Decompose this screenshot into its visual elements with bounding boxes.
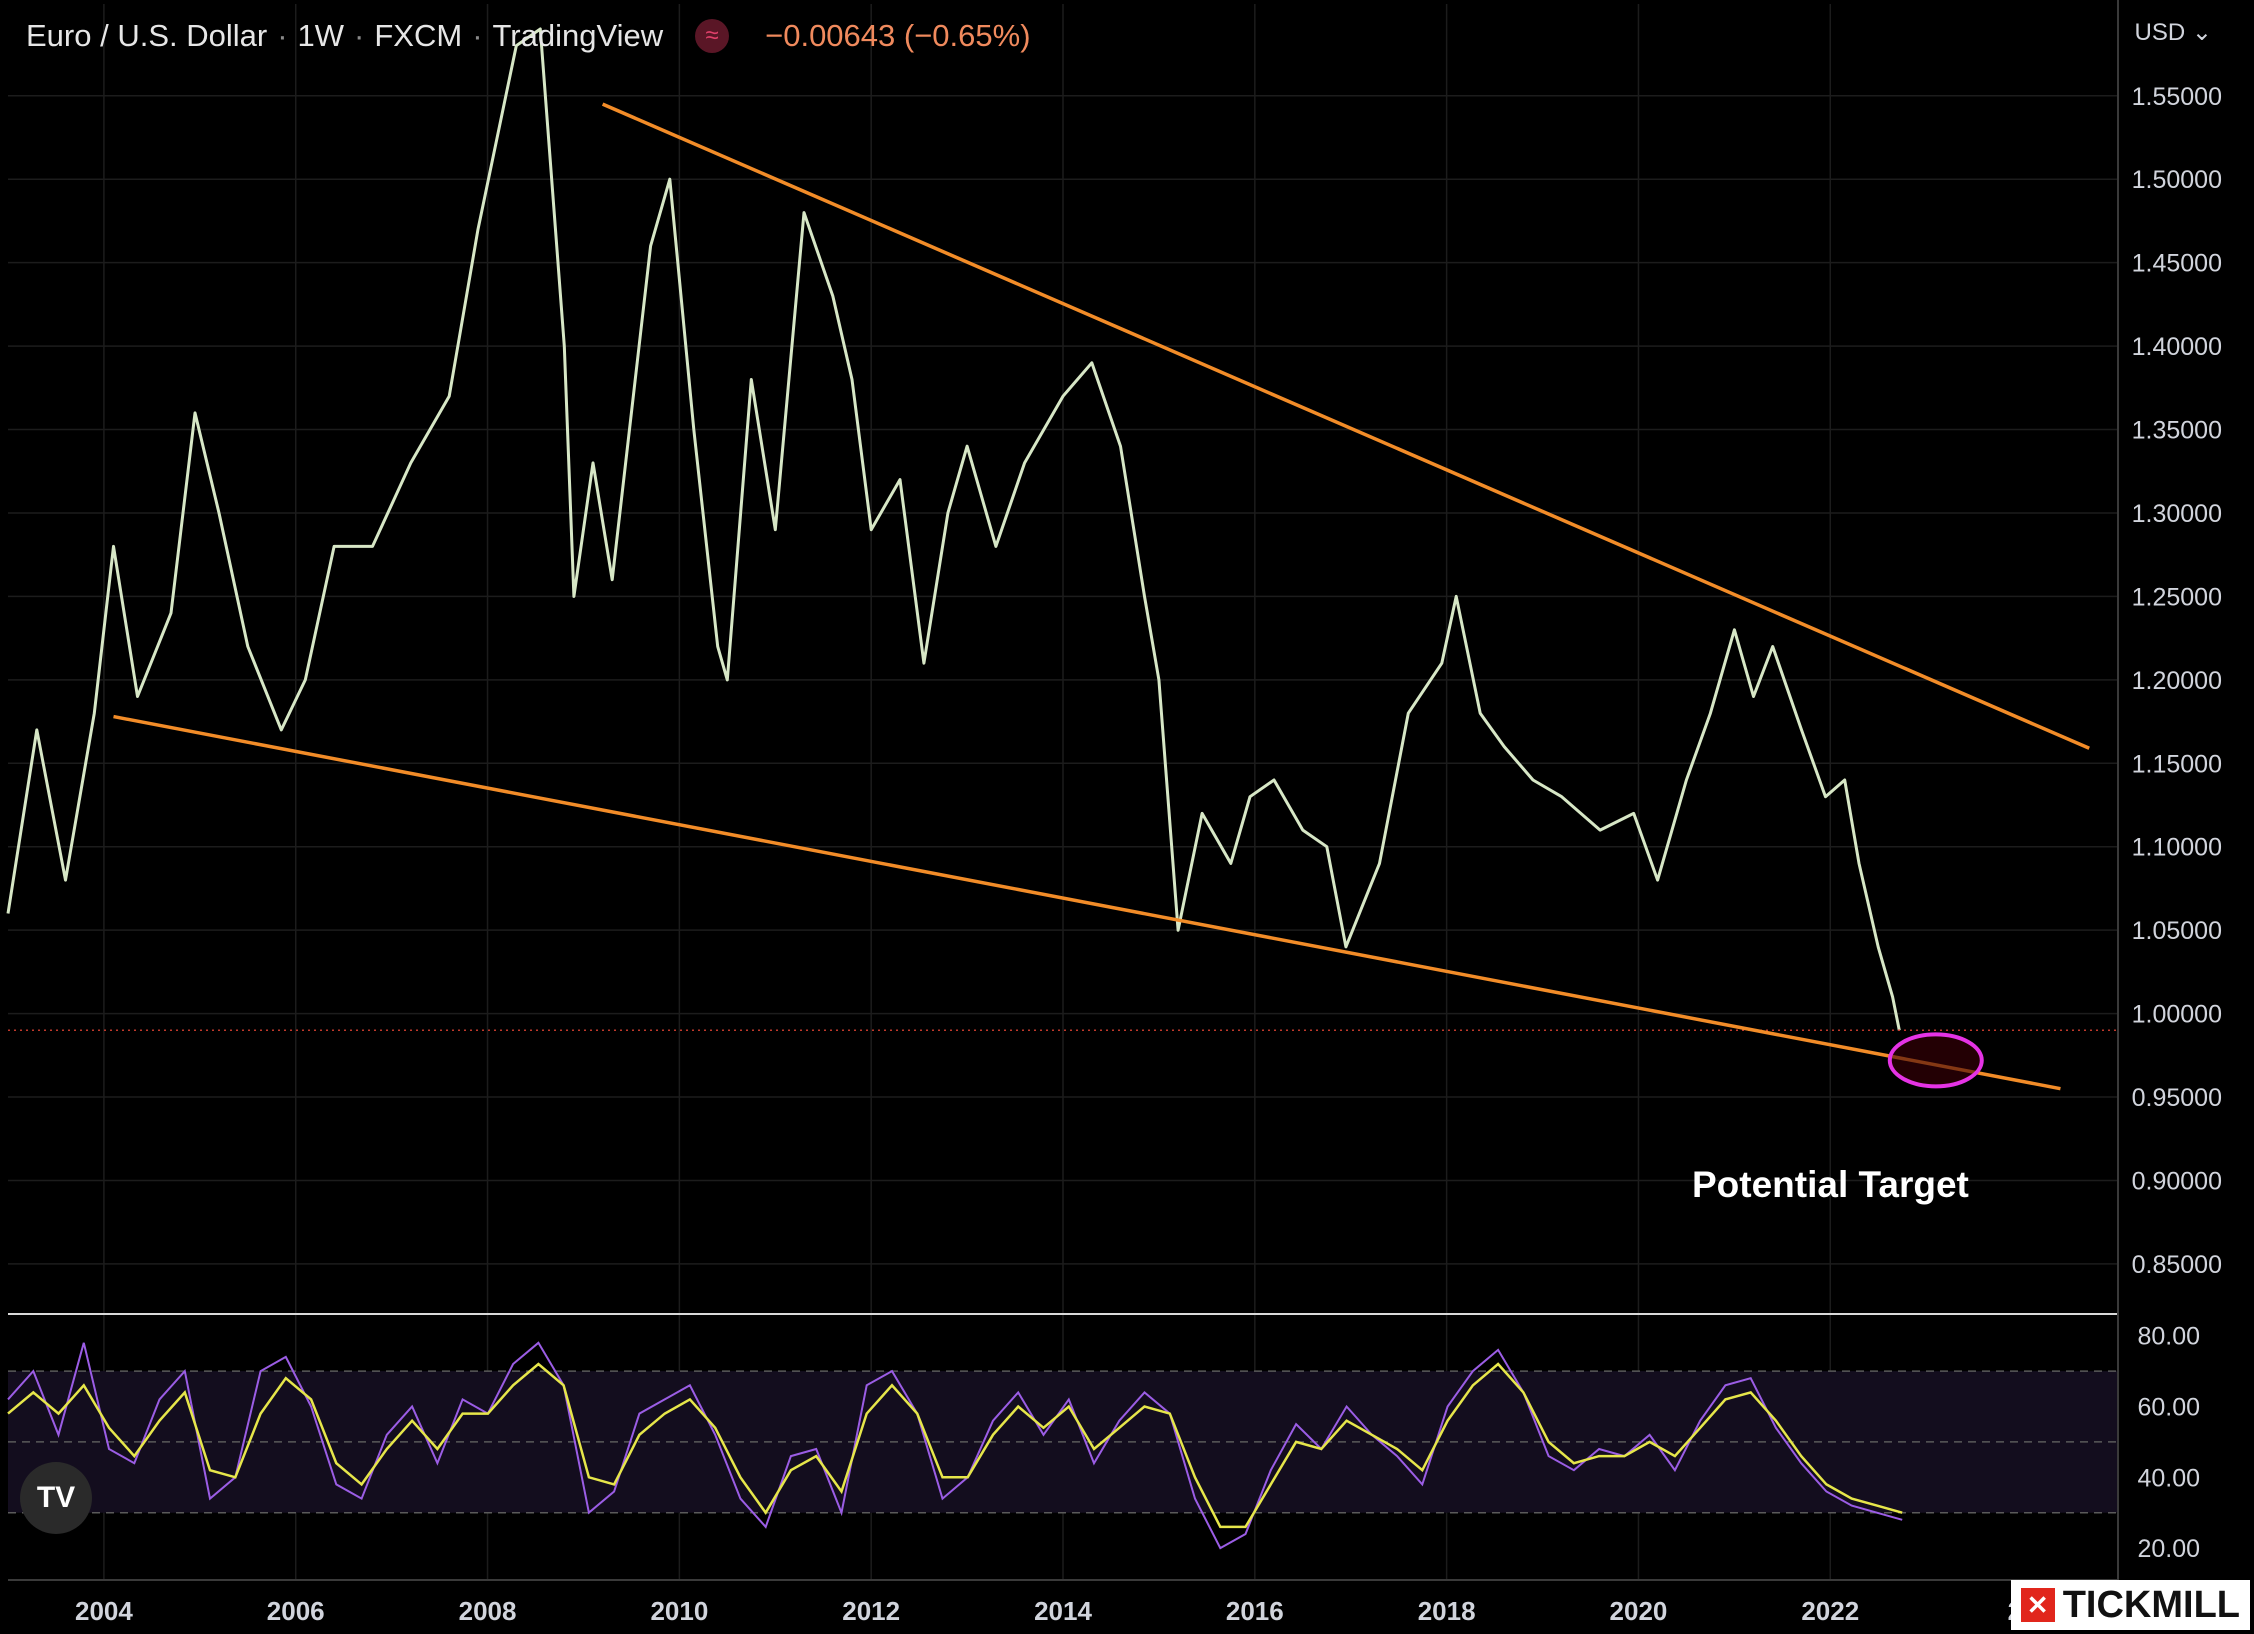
time-tick-label: 2022	[1801, 1596, 1859, 1626]
price-tick-label: 1.35000	[2132, 417, 2222, 445]
rsi_ma-line	[7, 1362, 1903, 1529]
price-tick-label: 1.20000	[2132, 667, 2222, 695]
tickmill-logo: ✕ TICKMILL	[2010, 1580, 2250, 1630]
price-tick-label: 1.30000	[2132, 500, 2222, 528]
time-tick-label: 2006	[267, 1596, 325, 1626]
lower-trendline	[113, 714, 2061, 1091]
price-change: −0.00643 (−0.65%)	[765, 18, 1031, 53]
price-tick-label: 1.40000	[2132, 333, 2222, 361]
price-tick-label: 1.10000	[2132, 834, 2222, 862]
price-tick-label: 1.00000	[2132, 1001, 2222, 1029]
tickmill-icon: ✕	[2020, 1588, 2055, 1622]
time-tick-label: 2014	[1034, 1596, 1092, 1626]
symbol-name[interactable]: Euro / U.S. Dollar	[26, 18, 268, 53]
time-tick-label: 2012	[842, 1596, 900, 1626]
price-tick-label: 0.90000	[2132, 1167, 2222, 1195]
time-tick-label: 2008	[459, 1596, 517, 1626]
upper-trendline	[601, 102, 2090, 750]
tickmill-wordmark: TICKMILL	[2062, 1583, 2240, 1626]
time-tick-label: 2004	[75, 1596, 133, 1626]
price-tick-label: 1.25000	[2132, 583, 2222, 611]
rsi-tick-label: 20.00	[2137, 1535, 2200, 1563]
target-circle	[1887, 1032, 1984, 1089]
interval-label[interactable]: 1W	[297, 18, 345, 53]
time-tick-label: 2016	[1226, 1596, 1284, 1626]
time-tick-label: 2018	[1418, 1596, 1476, 1626]
time-tick-label: 2010	[650, 1596, 708, 1626]
price-tick-label: 1.15000	[2132, 750, 2222, 778]
price-tick-label: 1.05000	[2132, 917, 2222, 945]
currency-label[interactable]: USD	[2134, 19, 2186, 46]
source-label: TradingView	[492, 18, 664, 53]
price-tick-label: 0.95000	[2132, 1084, 2222, 1112]
tradingview-mark: TV	[36, 1481, 76, 1514]
wave-icon[interactable]: ≈	[695, 19, 730, 53]
tradingview-logo-icon[interactable]: TV	[20, 1462, 92, 1534]
potential-target-label: Potential Target	[1692, 1164, 1969, 1205]
exchange-label: FXCM	[374, 18, 463, 53]
price-tick-label: 1.45000	[2132, 250, 2222, 278]
rsi-tick-label: 80.00	[2137, 1323, 2200, 1351]
rsi-tick-label: 60.00	[2137, 1394, 2200, 1422]
symbol-header[interactable]: Euro / U.S. Dollar · 1W · FXCM · Trading…	[26, 18, 1031, 53]
chevron-down-icon[interactable]: ⌄	[2191, 19, 2212, 46]
rsi-tick-label: 40.00	[2137, 1464, 2200, 1492]
price-tick-label: 1.50000	[2132, 166, 2222, 194]
price-tick-label: 0.85000	[2132, 1251, 2222, 1279]
currency-dropdown[interactable]: USD ⌄	[2128, 14, 2218, 51]
price-tick-label: 1.55000	[2132, 83, 2222, 111]
price-series-line	[6, 27, 1901, 1031]
time-tick-label: 2020	[1610, 1596, 1668, 1626]
